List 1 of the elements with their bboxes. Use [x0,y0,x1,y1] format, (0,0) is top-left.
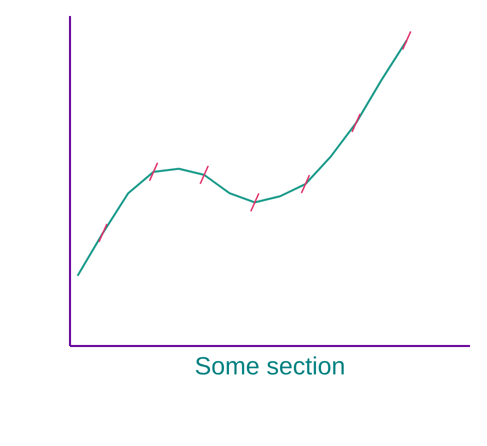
x-axis-title: Some section [196,356,344,375]
